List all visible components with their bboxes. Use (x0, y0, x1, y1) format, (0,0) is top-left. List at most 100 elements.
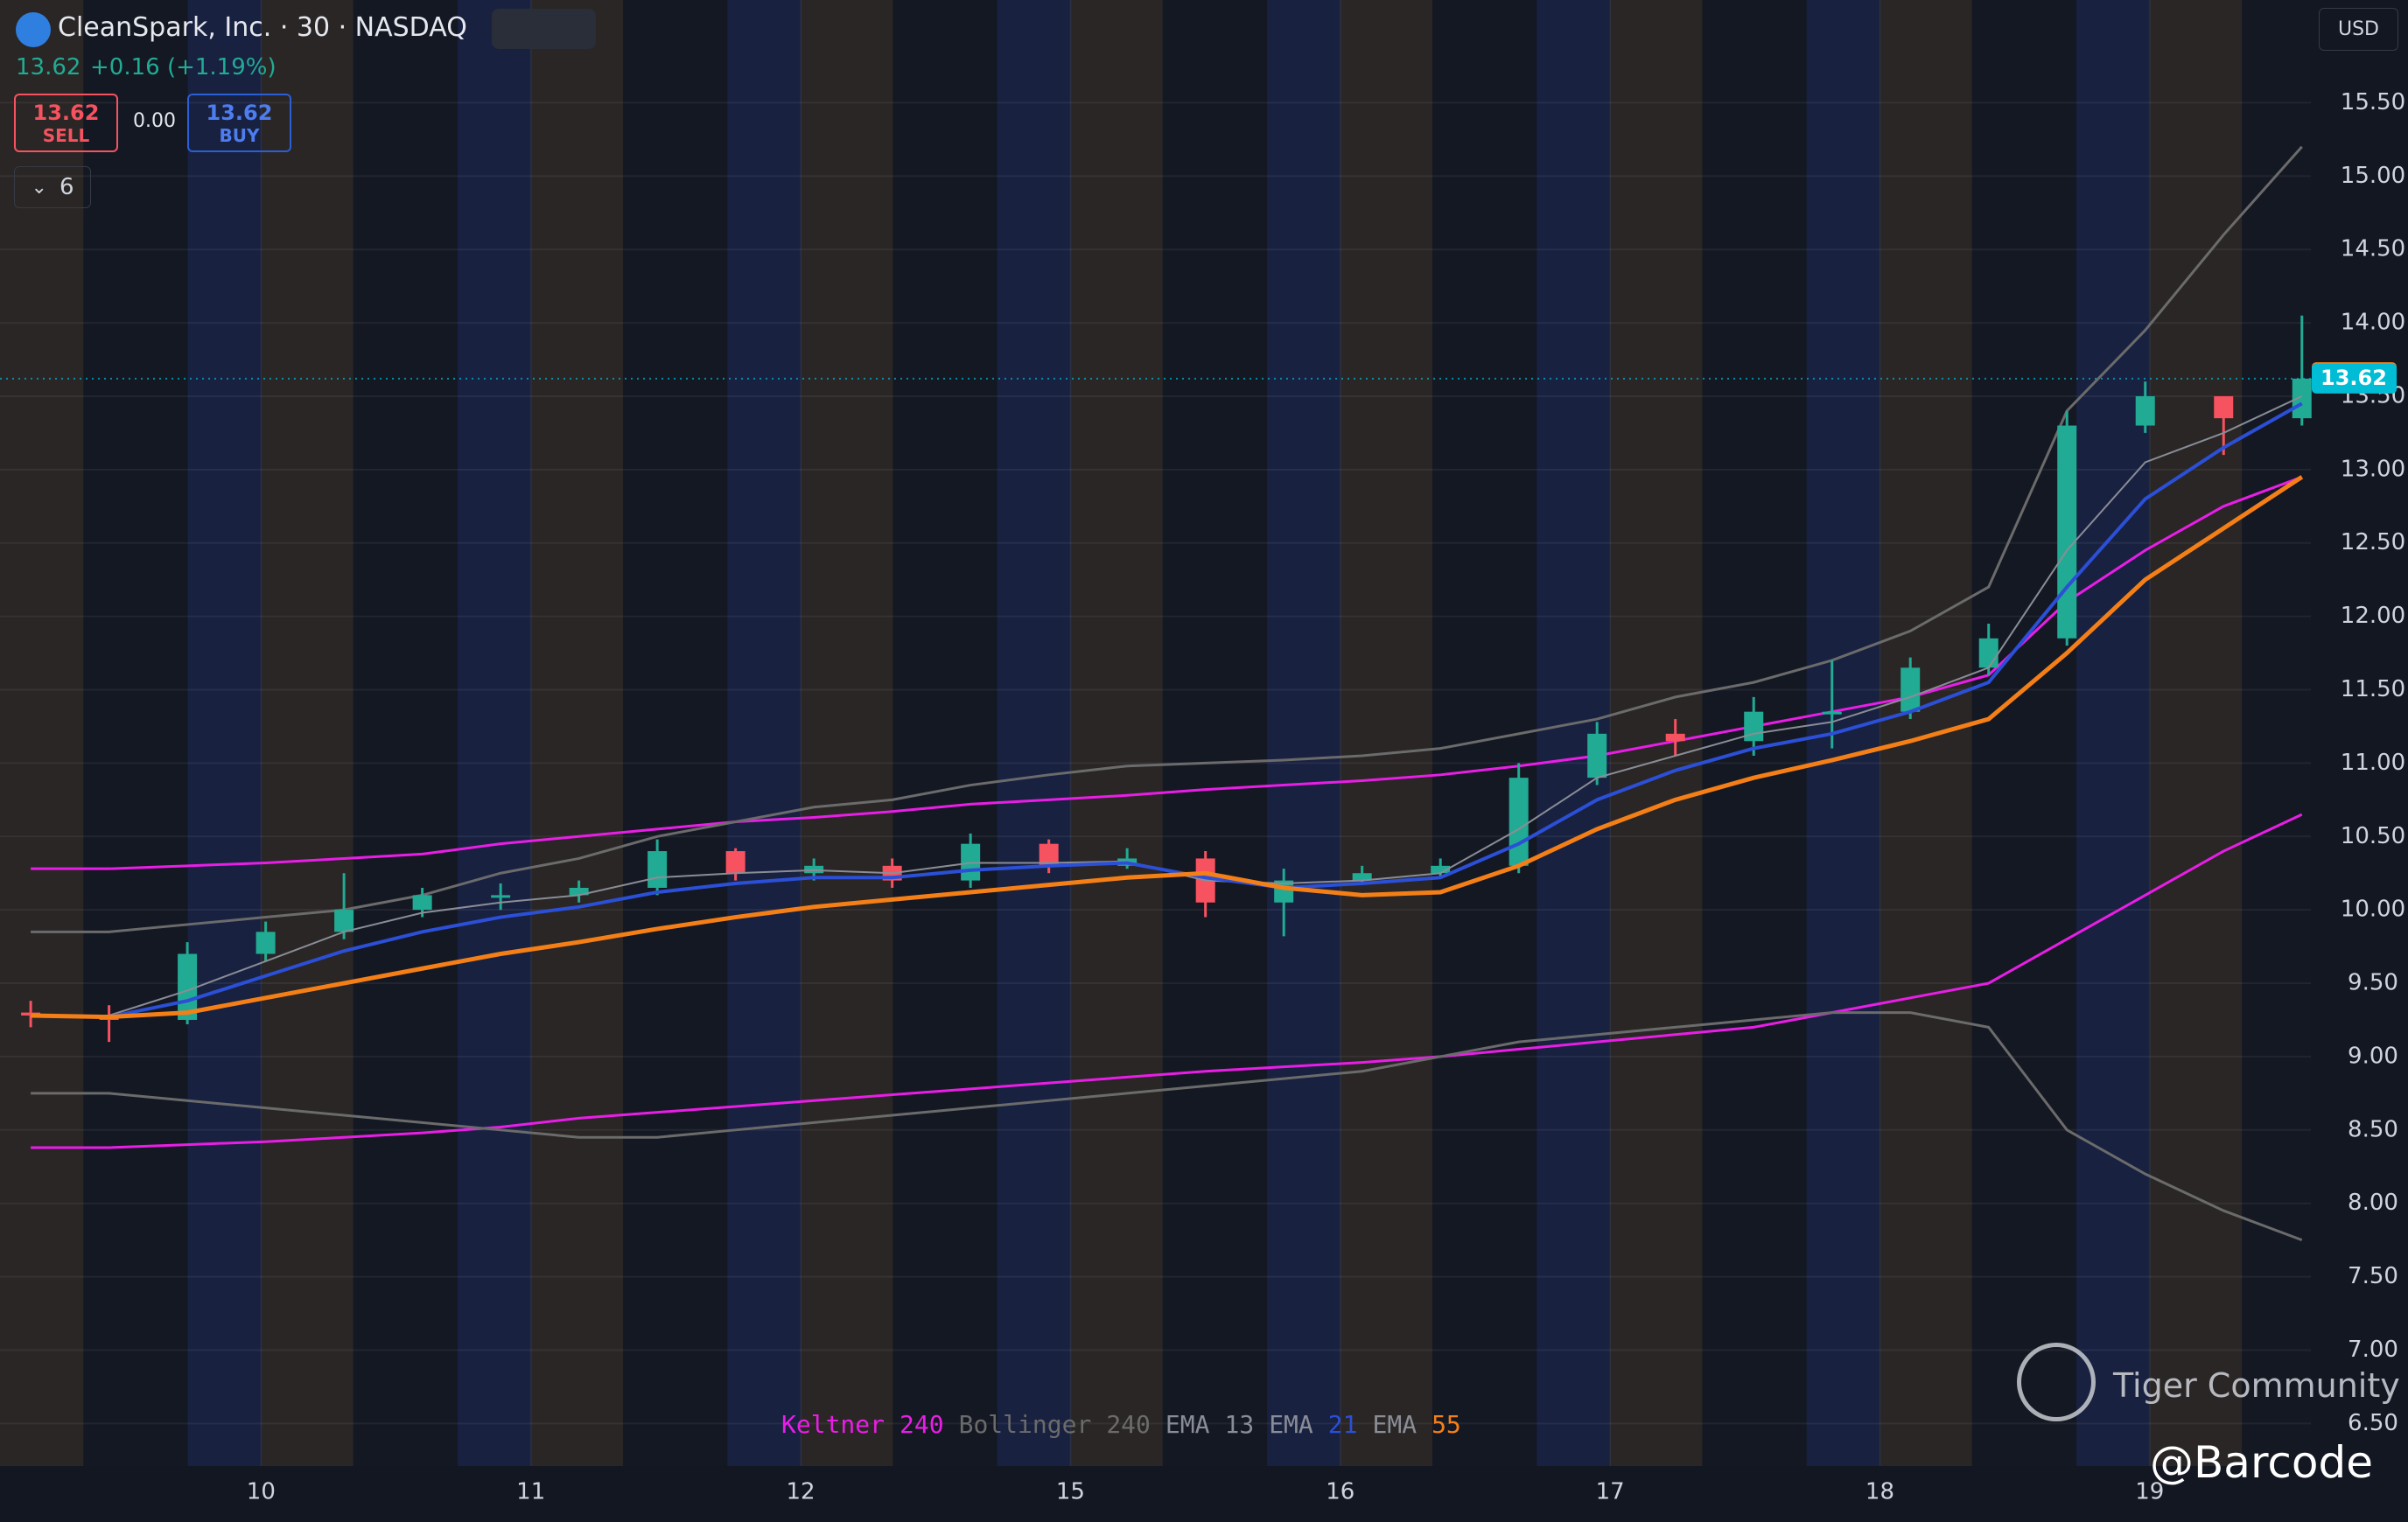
afterhours-shade (1267, 0, 1341, 1466)
y-tick-label: 10.00 (2341, 897, 2405, 923)
y-tick-label: 15.50 (2341, 89, 2405, 115)
candle-body (725, 851, 746, 874)
y-tick-label: 13.00 (2341, 456, 2405, 482)
afterhours-shade (997, 0, 1071, 1466)
legend-name: Bollinger (958, 1410, 1092, 1439)
y-tick-label: 12.00 (2341, 603, 2405, 629)
legend-name: EMA (1372, 1410, 1418, 1439)
plot-background (0, 0, 2311, 1466)
currency: USD (2337, 18, 2379, 40)
legend-name: Keltner (781, 1410, 886, 1439)
legend-name: EMA (1269, 1410, 1313, 1439)
y-tick-label: 6.50 (2348, 1410, 2398, 1436)
candle-body (1978, 638, 1998, 668)
indicators-count: 6 (59, 174, 74, 200)
time-axis-bg (0, 1466, 2311, 1522)
legend-param: 21 (1327, 1410, 1358, 1439)
legend-param: 240 (1106, 1410, 1151, 1439)
y-tick-label: 9.50 (2348, 970, 2398, 996)
candle-body (1744, 711, 1764, 742)
ema-line (31, 475, 2304, 1020)
candle-body (1039, 843, 1059, 866)
candle-body (256, 932, 276, 954)
y-tick-label: 11.00 (2341, 750, 2405, 776)
premarket-shade (261, 0, 354, 1466)
currency-selector[interactable]: USD (2319, 8, 2398, 51)
premarket-shade (2149, 0, 2243, 1466)
y-tick-label: 8.50 (2348, 1116, 2398, 1142)
afterhours-shade (457, 0, 532, 1466)
y-tick-label: 10.50 (2341, 823, 2405, 849)
premarket-shade (801, 0, 893, 1466)
x-tick-label: 10 (247, 1479, 276, 1505)
candle-body (334, 910, 354, 932)
x-tick-label: 16 (1326, 1479, 1354, 1505)
ema-line (31, 401, 2303, 1019)
spread: 0.00 (133, 110, 176, 132)
candle-body (648, 851, 668, 888)
buy-price: 13.62 (206, 100, 273, 125)
x-tick-label: 17 (1596, 1479, 1625, 1505)
candle-body (412, 895, 432, 911)
y-tick-label: 14.00 (2341, 310, 2405, 336)
premarket-shade (1070, 0, 1163, 1466)
buy-button[interactable]: 13.62 BUY (187, 94, 291, 152)
candle-body (21, 1012, 41, 1016)
premarket-shade (1340, 0, 1433, 1466)
symbol-title[interactable]: CleanSpark, Inc. · 30 · NASDAQ (58, 12, 467, 43)
candle-body (2214, 395, 2234, 419)
y-tick-label: 14.50 (2341, 236, 2405, 262)
candle-body (1900, 667, 1921, 712)
y-tick-label: 12.50 (2341, 529, 2405, 555)
legend-param: 55 (1432, 1410, 1461, 1439)
premarket-shade (530, 0, 624, 1466)
premarket-shade (0, 0, 84, 1466)
x-tick-label: 12 (787, 1479, 816, 1505)
sell-price: 13.62 (32, 100, 100, 125)
candle-body (491, 895, 511, 898)
candle-body (569, 887, 589, 896)
candle-body (1352, 873, 1372, 881)
sell-button[interactable]: 13.62 SELL (14, 94, 118, 152)
candle-body (2057, 425, 2077, 639)
afterhours-shade (1536, 0, 1611, 1466)
band-lower (31, 1011, 2303, 1242)
x-tick-label: 19 (2135, 1479, 2164, 1505)
legend-param: 240 (900, 1410, 944, 1439)
y-tick-label: 9.00 (2348, 1043, 2398, 1069)
x-tick-label: 18 (1866, 1479, 1894, 1505)
chevron-icon: ⌄ (31, 176, 47, 199)
last-price: 13.62 (16, 54, 81, 80)
band-upper (31, 145, 2303, 933)
y-tick-label: 11.50 (2341, 676, 2405, 702)
y-tick-label: 7.50 (2348, 1263, 2398, 1289)
candle-body (2135, 395, 2155, 426)
afterhours-shade (187, 0, 262, 1466)
afterhours-shade (2076, 0, 2151, 1466)
afterhours-shade (727, 0, 802, 1466)
legend-param: 13 (1224, 1410, 1255, 1439)
buy-label: BUY (219, 124, 260, 146)
candle-body (1431, 865, 1451, 874)
price-label-box (2312, 363, 2397, 394)
symbol-logo (16, 12, 51, 47)
toolbar-buttons[interactable] (492, 9, 596, 49)
watermark-handle: @Barcode (2150, 1437, 2373, 1488)
candle-body (1587, 733, 1607, 778)
y-tick-label: 8.00 (2348, 1190, 2398, 1216)
premarket-shade (1880, 0, 1972, 1466)
candle-body (2292, 378, 2312, 419)
price-axis-bg (2311, 0, 2408, 1522)
price-label: 13.62 (2320, 366, 2387, 390)
indicators-toggle[interactable]: ⌄ 6 (14, 166, 91, 208)
x-tick-label: 11 (516, 1479, 545, 1505)
watermark-logo (2017, 1343, 2096, 1421)
candle-body (1508, 778, 1529, 866)
price-change: +0.16 (+1.19%) (90, 54, 276, 80)
candle-body (1822, 711, 1842, 715)
legend-name: EMA (1165, 1410, 1210, 1439)
premarket-shade (1610, 0, 1703, 1466)
afterhours-shade (1806, 0, 1880, 1466)
